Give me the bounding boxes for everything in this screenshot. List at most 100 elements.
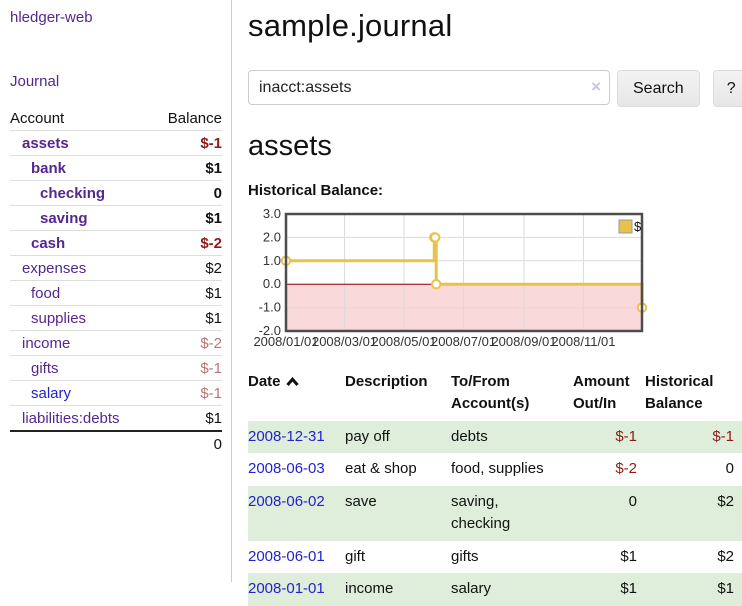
account-row: food $1 bbox=[10, 280, 222, 305]
account-link-cash[interactable]: cash bbox=[31, 235, 66, 252]
transaction-description: income bbox=[345, 573, 451, 606]
register-row: 2008-06-02 save saving, checking 0 $2 bbox=[248, 485, 742, 541]
account-balance: 0 bbox=[213, 185, 222, 202]
account-balance: $-1 bbox=[200, 385, 222, 402]
transaction-description: pay off bbox=[345, 420, 451, 453]
balance-column-header: Balance bbox=[167, 110, 222, 127]
transaction-amount: 0 bbox=[573, 485, 645, 541]
account-link-salary[interactable]: salary bbox=[31, 385, 72, 402]
clear-search-icon[interactable]: × bbox=[591, 77, 601, 96]
sidebar-item-journal[interactable]: Journal bbox=[10, 73, 60, 90]
account-row: gifts $-1 bbox=[10, 355, 222, 380]
svg-text:2008/11/01: 2008/11/01 bbox=[551, 334, 615, 349]
transaction-amount: $1 bbox=[620, 547, 637, 565]
running-balance: $1 bbox=[645, 573, 742, 606]
account-row: bank $1 bbox=[10, 155, 222, 180]
transaction-description: gift bbox=[345, 547, 366, 565]
description-column-header: Description bbox=[345, 373, 428, 390]
transaction-accounts: debts bbox=[451, 420, 573, 453]
account-balance: $1 bbox=[205, 210, 222, 227]
svg-text:2008/09/01: 2008/09/01 bbox=[491, 334, 556, 349]
main-content: sample.journal × Search ? assets Histori… bbox=[232, 0, 742, 606]
account-link-income[interactable]: income bbox=[22, 335, 71, 352]
total-balance: 0 bbox=[213, 436, 222, 453]
account-link-checking[interactable]: checking bbox=[40, 185, 106, 202]
transaction-accounts: gifts bbox=[451, 547, 479, 565]
transaction-date-link[interactable]: 2008-06-02 bbox=[248, 492, 325, 510]
account-link-bank[interactable]: bank bbox=[31, 160, 67, 177]
account-link-assets[interactable]: assets bbox=[22, 135, 69, 152]
account-balance: $1 bbox=[205, 160, 222, 177]
svg-text:1.0: 1.0 bbox=[263, 253, 281, 268]
account-link-liabilities-debts[interactable]: liabilities:debts bbox=[22, 410, 120, 427]
account-row: cash $-2 bbox=[10, 230, 222, 255]
register-table: Date Description To/From Account(s) Amou… bbox=[248, 369, 742, 606]
account-link-expenses[interactable]: expenses bbox=[22, 260, 87, 277]
account-balance: $1 bbox=[205, 310, 222, 327]
register-header-row: Date Description To/From Account(s) Amou… bbox=[248, 369, 742, 421]
register-row: 2008-01-01 income salary $1 $1 bbox=[248, 573, 742, 606]
transaction-accounts: salary bbox=[451, 573, 573, 606]
svg-text:2008/03/01: 2008/03/01 bbox=[312, 334, 377, 349]
search-bar: × Search ? bbox=[248, 70, 742, 107]
account-balance: $1 bbox=[205, 410, 222, 427]
account-balance: $-2 bbox=[200, 235, 222, 252]
account-link-food[interactable]: food bbox=[31, 285, 61, 302]
running-balance: $2 bbox=[645, 485, 742, 541]
running-balance: $2 bbox=[717, 547, 734, 565]
transaction-accounts: saving, checking bbox=[451, 485, 573, 541]
help-button[interactable]: ? bbox=[712, 70, 742, 107]
svg-text:2008/07/01: 2008/07/01 bbox=[431, 334, 496, 349]
account-link-saving[interactable]: saving bbox=[40, 210, 88, 227]
account-balance: $-2 bbox=[200, 335, 222, 352]
transaction-description: save bbox=[345, 485, 451, 541]
transaction-amount: $-2 bbox=[615, 460, 637, 477]
svg-text:2008/01/01: 2008/01/01 bbox=[253, 334, 318, 349]
account-balance: $1 bbox=[205, 285, 222, 302]
svg-text:-1.0: -1.0 bbox=[259, 300, 281, 315]
account-row: supplies $1 bbox=[10, 305, 222, 330]
svg-text:2008/05/01: 2008/05/01 bbox=[371, 334, 436, 349]
account-total-row: 0 bbox=[10, 430, 222, 456]
account-row: checking 0 bbox=[10, 180, 222, 205]
search-input[interactable] bbox=[248, 70, 610, 105]
account-balance: $-1 bbox=[200, 360, 222, 377]
balance-column-header-main: Historical Balance bbox=[645, 373, 714, 412]
account-row: assets $-1 bbox=[10, 130, 222, 155]
transaction-date-link[interactable]: 2008-01-01 bbox=[248, 580, 325, 597]
chart-label: Historical Balance: bbox=[248, 182, 384, 199]
transaction-description: eat & shop bbox=[345, 460, 417, 477]
chart-svg: 3.0 2.0 1.0 0.0 -1.0 -2.02008/01/012008/03/01… bbox=[253, 206, 648, 349]
account-balance-table: Account Balance assets $-1 bank $1 checking 0… bbox=[10, 106, 222, 456]
account-link-supplies[interactable]: supplies bbox=[31, 310, 87, 327]
transaction-amount: $1 bbox=[573, 573, 645, 606]
svg-text:0.0: 0.0 bbox=[263, 276, 281, 291]
transaction-date-link[interactable]: 2008-06-03 bbox=[248, 460, 325, 477]
svg-text:2.0: 2.0 bbox=[263, 229, 281, 244]
account-row: expenses $2 bbox=[10, 255, 222, 280]
sort-ascending-icon bbox=[285, 372, 299, 394]
amount-column-header: Amount Out/In bbox=[573, 373, 630, 412]
account-row: income $-2 bbox=[10, 330, 222, 355]
account-balance: $-1 bbox=[200, 135, 222, 152]
transaction-accounts: food, supplies bbox=[451, 460, 544, 477]
account-row: salary $-1 bbox=[10, 380, 222, 405]
svg-text:-2.0: -2.0 bbox=[259, 323, 281, 338]
search-button[interactable]: Search bbox=[617, 70, 700, 107]
account-balance: $2 bbox=[205, 260, 222, 277]
account-link-gifts[interactable]: gifts bbox=[31, 360, 59, 377]
app-title-link[interactable]: hledger-web bbox=[10, 9, 93, 26]
svg-text:3.0: 3.0 bbox=[263, 209, 281, 221]
account-table-header: Account Balance bbox=[10, 106, 222, 130]
account-column-header: Account bbox=[10, 110, 65, 127]
account-heading: assets bbox=[248, 130, 332, 162]
running-balance: 0 bbox=[725, 460, 734, 477]
account-row: liabilities:debts $1 bbox=[10, 405, 222, 430]
page-title: sample.journal bbox=[248, 8, 453, 43]
transaction-date-link[interactable]: 2008-06-01 bbox=[248, 547, 325, 565]
running-balance: $-1 bbox=[645, 420, 742, 453]
sidebar: hledger-web Journal Account Balance asse… bbox=[0, 0, 232, 582]
historical-balance-chart: 3.0 2.0 1.0 0.0 -1.0 -2.0 2008/01/01 2008/03/01… bbox=[248, 206, 742, 355]
date-column-header[interactable]: Date bbox=[248, 369, 345, 421]
transaction-date-link[interactable]: 2008-12-31 bbox=[248, 427, 325, 445]
